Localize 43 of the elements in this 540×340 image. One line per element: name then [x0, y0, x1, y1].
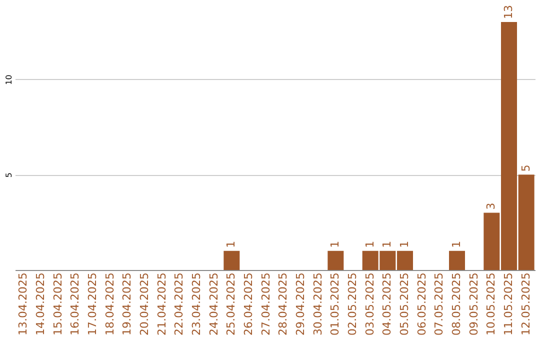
data-label: 1 [450, 240, 463, 248]
x-tick-label: 27.04.2025 [259, 272, 272, 336]
x-tick-label: 24.04.2025 [207, 272, 220, 336]
data-label: 5 [519, 164, 532, 172]
x-tick-label: 20.04.2025 [138, 272, 151, 336]
bar [224, 250, 240, 270]
data-label: 1 [328, 240, 342, 248]
x-tick-label: 03.05.2025 [363, 272, 376, 336]
x-tick-label: 12.05.2025 [519, 272, 532, 336]
x-tick-label: 18.04.2025 [103, 272, 116, 336]
x-tick-label: 19.04.2025 [120, 272, 134, 336]
x-tick-label: 15.04.2025 [51, 272, 64, 336]
x-tick-label: 16.04.2025 [68, 272, 82, 336]
x-tick-label: 13.04.2025 [16, 272, 30, 336]
x-tick-label: 05.05.2025 [398, 272, 411, 336]
data-label: 1 [224, 240, 238, 248]
bar [328, 250, 344, 270]
x-tick-label: 26.04.2025 [242, 272, 255, 336]
x-tick-label: 21.04.2025 [155, 272, 168, 336]
x-tick-label: 30.04.2025 [311, 272, 324, 336]
x-tick-label: 14.04.2025 [34, 272, 47, 336]
x-tick-label: 04.05.2025 [380, 272, 394, 336]
x-tick-label: 07.05.2025 [432, 272, 446, 336]
x-tick-label: 09.05.2025 [467, 272, 480, 336]
x-tick-label: 11.05.2025 [502, 272, 515, 336]
x-tick-label: 08.05.2025 [450, 272, 463, 336]
x-tick-label: 29.04.2025 [294, 272, 307, 336]
x-tick-label: 17.04.2025 [86, 272, 99, 336]
x-tick-label: 25.04.2025 [224, 272, 238, 336]
x-tick-label: 01.05.2025 [328, 272, 342, 336]
data-label: 1 [363, 240, 376, 248]
bar [449, 250, 465, 270]
data-label: 1 [380, 240, 394, 248]
data-label: 13 [502, 5, 515, 19]
data-label: 3 [484, 202, 498, 210]
x-tick-label: 10.05.2025 [484, 272, 498, 336]
x-tick-label: 02.05.2025 [346, 272, 359, 336]
data-label: 1 [398, 240, 411, 248]
x-tick-label: 06.05.2025 [415, 272, 428, 336]
y-tick-label: 10 [4, 74, 14, 85]
x-tick-label: 22.04.2025 [172, 272, 186, 336]
x-tick-label: 23.04.2025 [190, 272, 203, 336]
x-tick-label: 28.04.2025 [276, 272, 290, 336]
